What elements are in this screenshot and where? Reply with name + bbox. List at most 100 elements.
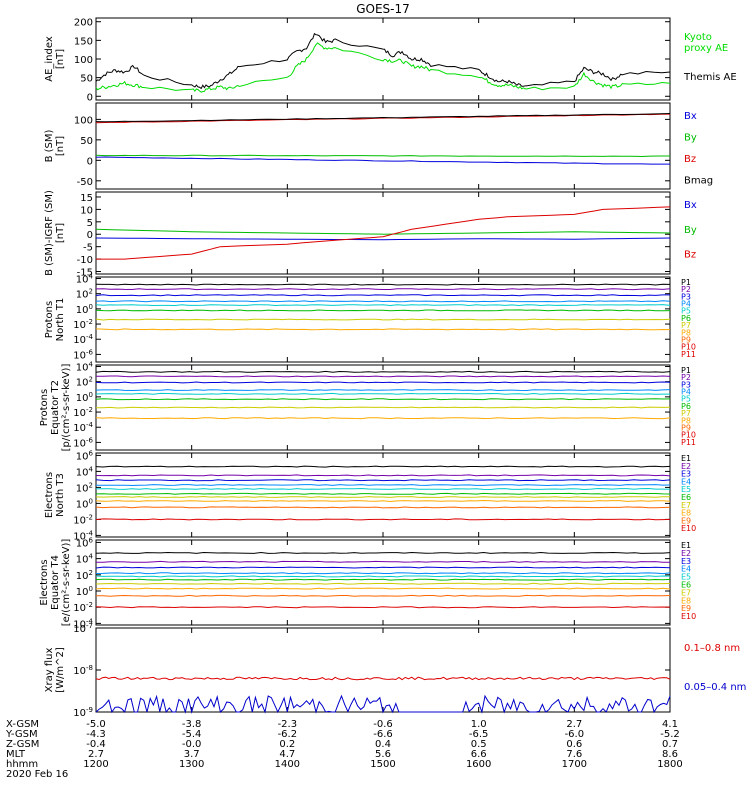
x-axis-row-value: 0.7 xyxy=(662,739,678,750)
legend-label: E8 xyxy=(681,509,691,518)
series-line xyxy=(95,237,671,241)
series-line xyxy=(95,304,671,307)
y-tick-label: 100 xyxy=(76,303,93,316)
y-tick-label: 10-9 xyxy=(73,706,93,719)
x-axis-row-value: -0.6 xyxy=(373,719,393,730)
legend-label: P3 xyxy=(681,292,691,301)
x-axis-row-value: 0.2 xyxy=(279,739,295,750)
x-axis-row-value: 1800 xyxy=(657,759,682,770)
x-axis-row-label: Z-GSM xyxy=(6,739,39,750)
y-tick-label: 104 xyxy=(76,553,94,566)
legend-label: E7 xyxy=(681,588,691,597)
x-axis-row-value: 1700 xyxy=(562,759,587,770)
legend-label: P11 xyxy=(681,350,696,359)
legend-label: By xyxy=(684,225,697,236)
y-tick-label: -10 xyxy=(77,255,93,266)
y-tick-label: 0 xyxy=(87,156,93,167)
legend-label: P1 xyxy=(681,366,691,375)
y-axis-label: [p/(cm²-s-sr-keV)] xyxy=(61,364,72,452)
legend-label: proxy AE xyxy=(684,43,728,54)
x-axis-row-value: -0.0 xyxy=(182,739,202,750)
x-axis-row-value: 2.7 xyxy=(566,719,582,730)
y-tick-label: 106 xyxy=(76,449,94,462)
legend-label: E6 xyxy=(681,581,691,590)
y-tick-label: 104 xyxy=(76,361,94,374)
series-line xyxy=(95,156,670,165)
legend-label: P7 xyxy=(681,409,691,418)
y-tick-label: 0 xyxy=(87,92,93,103)
series-line xyxy=(95,551,671,554)
x-axis-row-value: 4.1 xyxy=(662,719,678,730)
y-axis-label: [nT] xyxy=(55,223,66,243)
legend-label: E5 xyxy=(681,485,691,494)
series-line xyxy=(95,495,670,498)
y-tick-label: 5 xyxy=(87,218,93,229)
y-tick-label: 102 xyxy=(76,288,93,301)
series-line xyxy=(95,398,671,401)
legend-label: E9 xyxy=(681,604,691,613)
y-tick-label: 100 xyxy=(76,497,93,510)
series-line xyxy=(95,575,671,578)
y-tick-label: 10-2 xyxy=(73,406,93,419)
series-line xyxy=(96,484,671,487)
x-axis-row-value: 6.6 xyxy=(471,749,487,760)
y-tick-label: 100 xyxy=(76,585,93,598)
legend-label: E2 xyxy=(681,462,691,471)
y-axis-label: [e/(cm²-s-sr-keV)] xyxy=(61,539,72,627)
y-tick-label: 150 xyxy=(74,36,93,47)
series-line xyxy=(95,506,671,509)
y-tick-label: 200 xyxy=(74,18,93,29)
x-axis-row-value: 1400 xyxy=(275,759,300,770)
legend-label: P11 xyxy=(681,438,696,447)
y-tick-label: 100 xyxy=(74,115,93,126)
legend-label: P8 xyxy=(681,416,691,425)
x-axis-row-label: hhmm xyxy=(6,759,38,770)
x-axis-row-value: -5.0 xyxy=(86,719,106,730)
series-line xyxy=(95,572,671,575)
legend-label: P10 xyxy=(681,431,696,440)
series-line xyxy=(95,328,671,331)
series-line xyxy=(95,694,671,714)
y-tick-label: 106 xyxy=(76,536,94,549)
legend-label: Kyoto xyxy=(684,32,712,43)
series-line xyxy=(95,465,671,468)
series-line xyxy=(95,587,671,590)
series-line xyxy=(95,578,671,581)
panel-frame xyxy=(95,452,671,538)
legend-label: Themis AE xyxy=(683,72,737,83)
y-axis-label: North T3 xyxy=(55,473,66,517)
plot-title: GOES-17 xyxy=(356,2,410,16)
legend-label: E6 xyxy=(681,493,691,502)
x-axis-row-value: -6.0 xyxy=(565,729,585,740)
y-tick-label: 0 xyxy=(87,230,93,241)
y-tick-label: 102 xyxy=(76,376,93,389)
y-tick-label: 100 xyxy=(76,391,93,404)
y-tick-label: 10-7 xyxy=(73,622,93,635)
legend-label: P5 xyxy=(681,395,691,404)
y-tick-label: 10-4 xyxy=(73,421,93,434)
y-tick-label: 10-2 xyxy=(73,318,93,331)
series-line xyxy=(95,283,671,286)
x-axis-row-value: 7.6 xyxy=(566,749,582,760)
x-axis-row-value: -6.5 xyxy=(469,729,489,740)
legend-label: Bz xyxy=(684,154,696,165)
series-line xyxy=(95,32,671,90)
series-line xyxy=(95,479,671,482)
series-line xyxy=(95,381,671,384)
x-axis-row-value: -6.2 xyxy=(278,729,298,740)
legend-label: E8 xyxy=(681,596,691,605)
y-axis-label: AE_index xyxy=(44,36,55,82)
x-axis-row-value: 2.7 xyxy=(88,749,104,760)
legend-label: P4 xyxy=(681,388,691,397)
x-axis-row-value: 1600 xyxy=(466,759,491,770)
x-axis-row-value: 1300 xyxy=(179,759,204,770)
y-tick-label: 104 xyxy=(76,465,94,478)
series-line xyxy=(95,113,671,123)
panel-4: 104 102 100 10-2 10-4 10-6 Protons North T1 P1P2… xyxy=(44,273,696,363)
y-axis-label: Protons xyxy=(39,389,50,426)
legend-label: P7 xyxy=(681,321,691,330)
panel-8: 10-7 10-8 10-9 Xray flux [W/m^2] 0.1–0.8 nm 0.… xyxy=(44,622,746,719)
legend-label: 0.05–0.4 nm xyxy=(684,682,746,693)
